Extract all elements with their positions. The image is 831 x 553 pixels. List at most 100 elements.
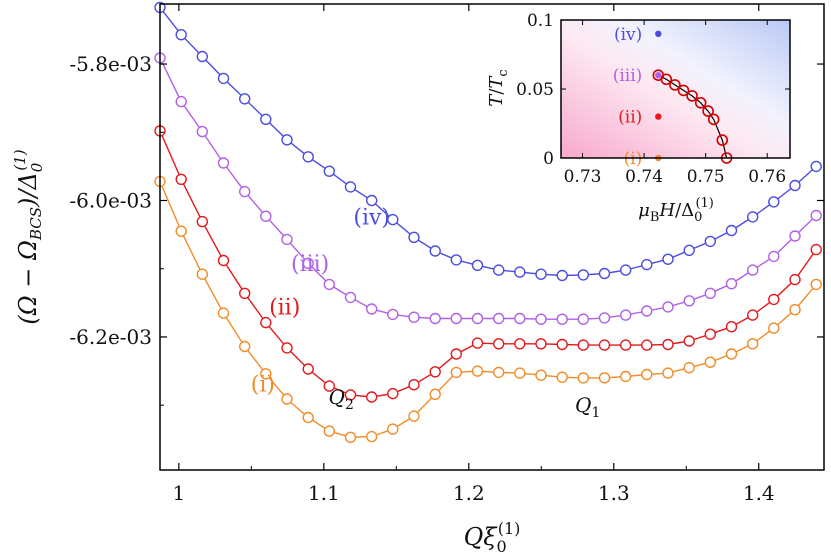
data-point-ii-19 <box>556 338 568 351</box>
data-point-i-3 <box>217 307 230 319</box>
data-point-iv-27 <box>725 224 738 237</box>
data-point-i-14 <box>450 366 462 379</box>
data-point-i-31 <box>810 278 822 291</box>
boundary-point-6 <box>702 105 714 117</box>
data-point-ii-1 <box>175 173 187 186</box>
data-point-iv-4 <box>238 93 251 105</box>
data-point-iii-11 <box>387 308 399 321</box>
data-point-iv-28 <box>747 211 759 223</box>
data-point-i-8 <box>323 425 335 437</box>
main-plot-frame <box>159 3 825 471</box>
data-point-ii-7 <box>302 363 314 375</box>
data-point-i-2 <box>196 268 209 280</box>
inset-background <box>561 20 790 158</box>
inset-phase-diagram: (iv)(iii)(ii)(i) 0.73 0.74 0.75 0.7600.050.… <box>486 11 791 225</box>
data-point-i-16 <box>493 366 505 379</box>
data-point-i-24 <box>662 367 674 379</box>
inset-label-iii: (iii) <box>613 66 643 86</box>
data-point-iv-26 <box>704 235 716 248</box>
data-point-iii-20 <box>577 313 589 325</box>
series-label-iv: (iv) <box>353 205 390 230</box>
inset-x-tick-label-2: 0.75 <box>687 167 725 187</box>
x-tick-label-0: 1 <box>172 481 185 505</box>
data-point-iv-11 <box>387 213 399 226</box>
inset-point-iii <box>655 72 662 79</box>
data-point-i-17 <box>514 367 526 379</box>
boundary-point-2 <box>669 79 681 91</box>
inset-y-tick-label-1: 0.05 <box>516 80 554 100</box>
data-point-iii-23 <box>641 305 653 317</box>
data-point-iii-2 <box>196 125 209 138</box>
data-point-ii-15 <box>471 337 484 349</box>
boundary-point-5 <box>694 97 707 109</box>
data-point-iv-24 <box>662 253 674 265</box>
data-point-i-11 <box>387 423 399 435</box>
main-series-group <box>154 1 822 443</box>
data-point-iv-17 <box>514 266 526 278</box>
main-plot: (iv) (iii) (ii) (i) Q2 Q1 1 1.1 1.2 1.3 1.4 -5.8e… <box>11 1 825 553</box>
data-point-ii-18 <box>535 338 547 350</box>
data-point-ii-21 <box>598 339 611 351</box>
data-point-i-30 <box>789 304 801 316</box>
data-point-iii-4 <box>238 185 251 198</box>
inset-label-i: (i) <box>624 149 643 169</box>
data-point-i-20 <box>577 372 589 384</box>
data-point-iii-21 <box>598 312 611 324</box>
series-label-iii: (iii) <box>291 252 329 277</box>
main-axes: 1 1.1 1.2 1.3 1.4 -5.8e-03 -6.0e-03 -6.2e-03 <box>69 4 824 505</box>
data-point-iii-1 <box>175 95 187 108</box>
data-point-ii-13 <box>429 366 441 378</box>
data-point-i-15 <box>471 365 484 377</box>
inset-point-ii <box>655 113 662 120</box>
data-point-iv-25 <box>683 244 695 257</box>
data-point-iii-28 <box>747 264 759 276</box>
y-tick-label-1: -6.0e-03 <box>69 188 152 212</box>
series-label-i: (i) <box>251 373 275 398</box>
inset-axes: 0.73 0.74 0.75 0.76 0 0.05 0.1 <box>516 11 790 187</box>
boundary-point-4 <box>686 90 698 102</box>
inset-frame <box>560 19 791 159</box>
y-tick-label-0: -5.8e-03 <box>69 52 152 76</box>
data-point-i-26 <box>704 356 716 368</box>
boundary-point-7 <box>707 113 720 126</box>
series-label-ii: (ii) <box>269 295 300 320</box>
data-point-iii-27 <box>725 278 738 290</box>
data-point-iv-15 <box>471 259 484 271</box>
data-point-ii-3 <box>217 254 230 267</box>
data-point-ii-12 <box>408 379 420 391</box>
inset-x-tick-label-0: 0.73 <box>564 167 602 187</box>
data-point-ii-23 <box>641 339 653 351</box>
data-point-i-25 <box>683 362 695 374</box>
data-point-iii-7 <box>302 257 314 269</box>
data-point-i-29 <box>768 322 780 334</box>
main-annotations: Q2 Q1 <box>329 385 601 421</box>
data-point-i-22 <box>620 370 632 383</box>
x-tick-label-4: 1.4 <box>743 481 775 505</box>
boundary-point-3 <box>677 84 690 97</box>
inset-y-axis-title: T/Tc <box>486 69 511 106</box>
data-point-i-1 <box>175 225 187 237</box>
data-point-ii-26 <box>704 328 716 340</box>
x-tick-label-1: 1.1 <box>308 481 340 505</box>
data-point-iv-8 <box>323 165 335 177</box>
data-point-iv-21 <box>598 267 611 280</box>
data-point-ii-22 <box>620 339 632 351</box>
data-point-ii-24 <box>662 338 674 351</box>
data-point-iii-19 <box>556 313 568 325</box>
data-point-i-12 <box>408 410 420 422</box>
data-point-iii-12 <box>408 311 420 323</box>
data-point-i-9 <box>344 431 357 443</box>
data-point-i-4 <box>238 340 251 353</box>
inset-x-tick-label-3: 0.76 <box>748 167 786 187</box>
data-point-i-18 <box>535 369 547 381</box>
data-point-iii-10 <box>366 303 378 315</box>
data-point-ii-16 <box>493 338 505 350</box>
inset-label-iv: (iv) <box>614 25 642 45</box>
annotation-q1: Q1 <box>575 393 600 421</box>
inset-x-axis-title: μBH/Δ0(1) <box>638 196 714 225</box>
data-point-i-28 <box>747 338 759 350</box>
x-tick-label-2: 1.2 <box>453 481 485 505</box>
x-tick-label-3: 1.3 <box>598 481 630 505</box>
data-point-iii-13 <box>429 312 441 325</box>
data-point-iv-2 <box>196 50 209 63</box>
